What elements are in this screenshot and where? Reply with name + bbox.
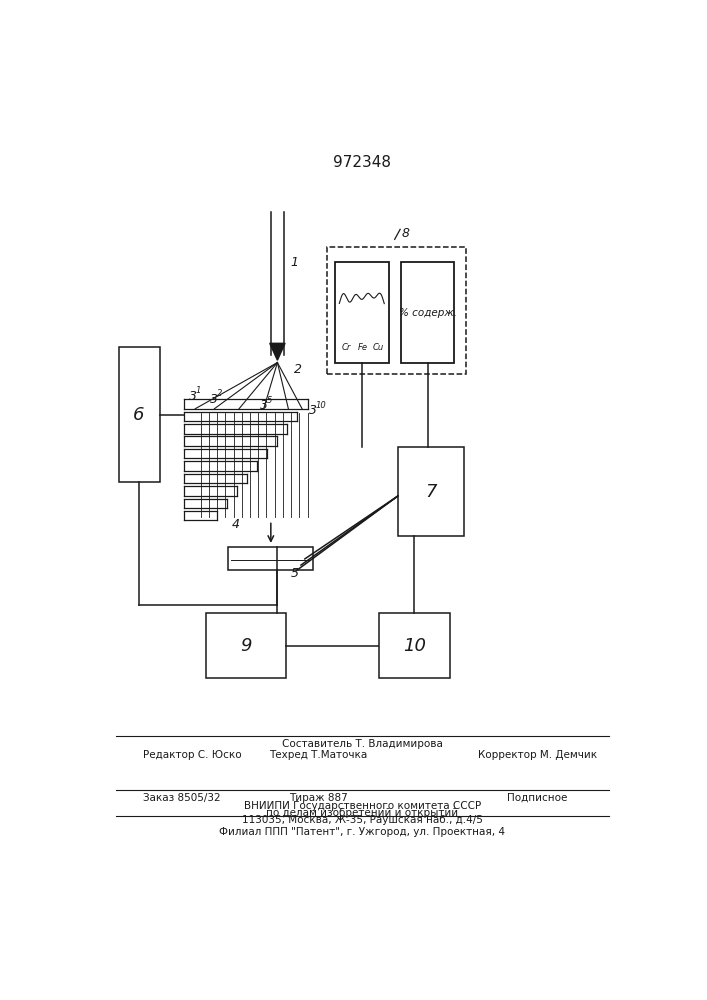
- Polygon shape: [270, 343, 285, 360]
- Text: 3: 3: [260, 399, 268, 412]
- Text: 3: 3: [210, 393, 218, 406]
- Text: 2: 2: [294, 363, 302, 376]
- Text: 972348: 972348: [333, 155, 392, 170]
- Text: 5: 5: [267, 396, 271, 405]
- Text: 9: 9: [240, 637, 252, 655]
- Text: 2: 2: [216, 389, 222, 398]
- Bar: [327, 247, 467, 374]
- Text: Fe: Fe: [358, 343, 368, 352]
- Text: 113035, Москва, Ж-35, Раушская наб., д.4/5: 113035, Москва, Ж-35, Раушская наб., д.4…: [242, 815, 483, 825]
- Text: % содерж.: % содерж.: [399, 308, 457, 318]
- Bar: [401, 262, 455, 363]
- Text: по делам изобретений и открытий: по делам изобретений и открытий: [267, 808, 458, 818]
- Bar: [228, 547, 313, 570]
- Text: 10: 10: [316, 401, 327, 410]
- Bar: [119, 347, 160, 482]
- Text: 3: 3: [189, 390, 197, 403]
- Text: Подписное: Подписное: [508, 793, 568, 803]
- Text: Техред Т.Маточка: Техред Т.Маточка: [269, 750, 368, 760]
- Text: 6: 6: [134, 406, 145, 424]
- Bar: [379, 613, 450, 678]
- Text: ВНИИПИ Государственного комитета СССР: ВНИИПИ Государственного комитета СССР: [244, 801, 481, 811]
- Text: Филиал ППП "Патент", г. Ужгород, ул. Проектная, 4: Филиал ППП "Патент", г. Ужгород, ул. Про…: [219, 827, 506, 837]
- Text: 10: 10: [403, 637, 426, 655]
- Bar: [206, 613, 286, 678]
- Text: 7: 7: [425, 483, 437, 501]
- Bar: [335, 262, 389, 363]
- Text: Корректор М. Демчик: Корректор М. Демчик: [478, 750, 597, 760]
- Text: 8: 8: [402, 227, 410, 240]
- Text: Тираж 887: Тираж 887: [289, 793, 348, 803]
- Text: Заказ 8505/32: Заказ 8505/32: [144, 793, 221, 803]
- Text: Редактор С. Юско: Редактор С. Юско: [144, 750, 242, 760]
- Text: 3: 3: [309, 404, 317, 417]
- Text: 4: 4: [232, 518, 240, 531]
- Text: Составитель Т. Владимирова: Составитель Т. Владимирова: [282, 739, 443, 749]
- Text: 1: 1: [290, 256, 298, 269]
- Text: 1: 1: [195, 386, 201, 395]
- Bar: [398, 447, 464, 536]
- Text: 5: 5: [291, 567, 299, 580]
- Text: Cu: Cu: [373, 343, 384, 352]
- Text: Cr: Cr: [342, 343, 351, 352]
